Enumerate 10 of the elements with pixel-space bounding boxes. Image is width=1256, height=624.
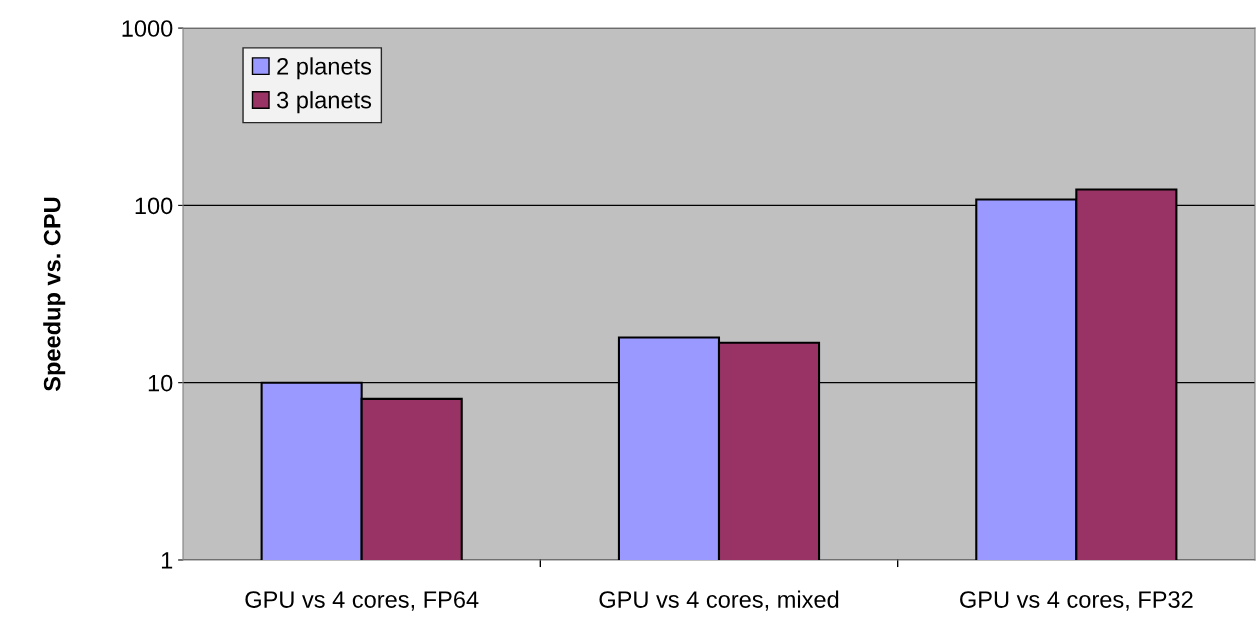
y-tick-label: 10 xyxy=(148,374,173,392)
y-tick-label: 1000 xyxy=(122,20,173,37)
y-tick-label: 100 xyxy=(135,197,173,215)
x-tick-label: GPU vs 4 cores, FP32 xyxy=(960,591,1193,611)
legend-label: 2 planets xyxy=(277,57,372,80)
y-tick-label: 1 xyxy=(161,552,173,569)
x-tick-label: GPU vs 4 cores, FP64 xyxy=(245,591,479,611)
legend-label: 3 planets xyxy=(277,91,372,114)
x-tick-label: GPU vs 4 cores, mixed xyxy=(599,590,839,611)
y-axis-title: Speedup vs. CPU xyxy=(43,197,66,392)
